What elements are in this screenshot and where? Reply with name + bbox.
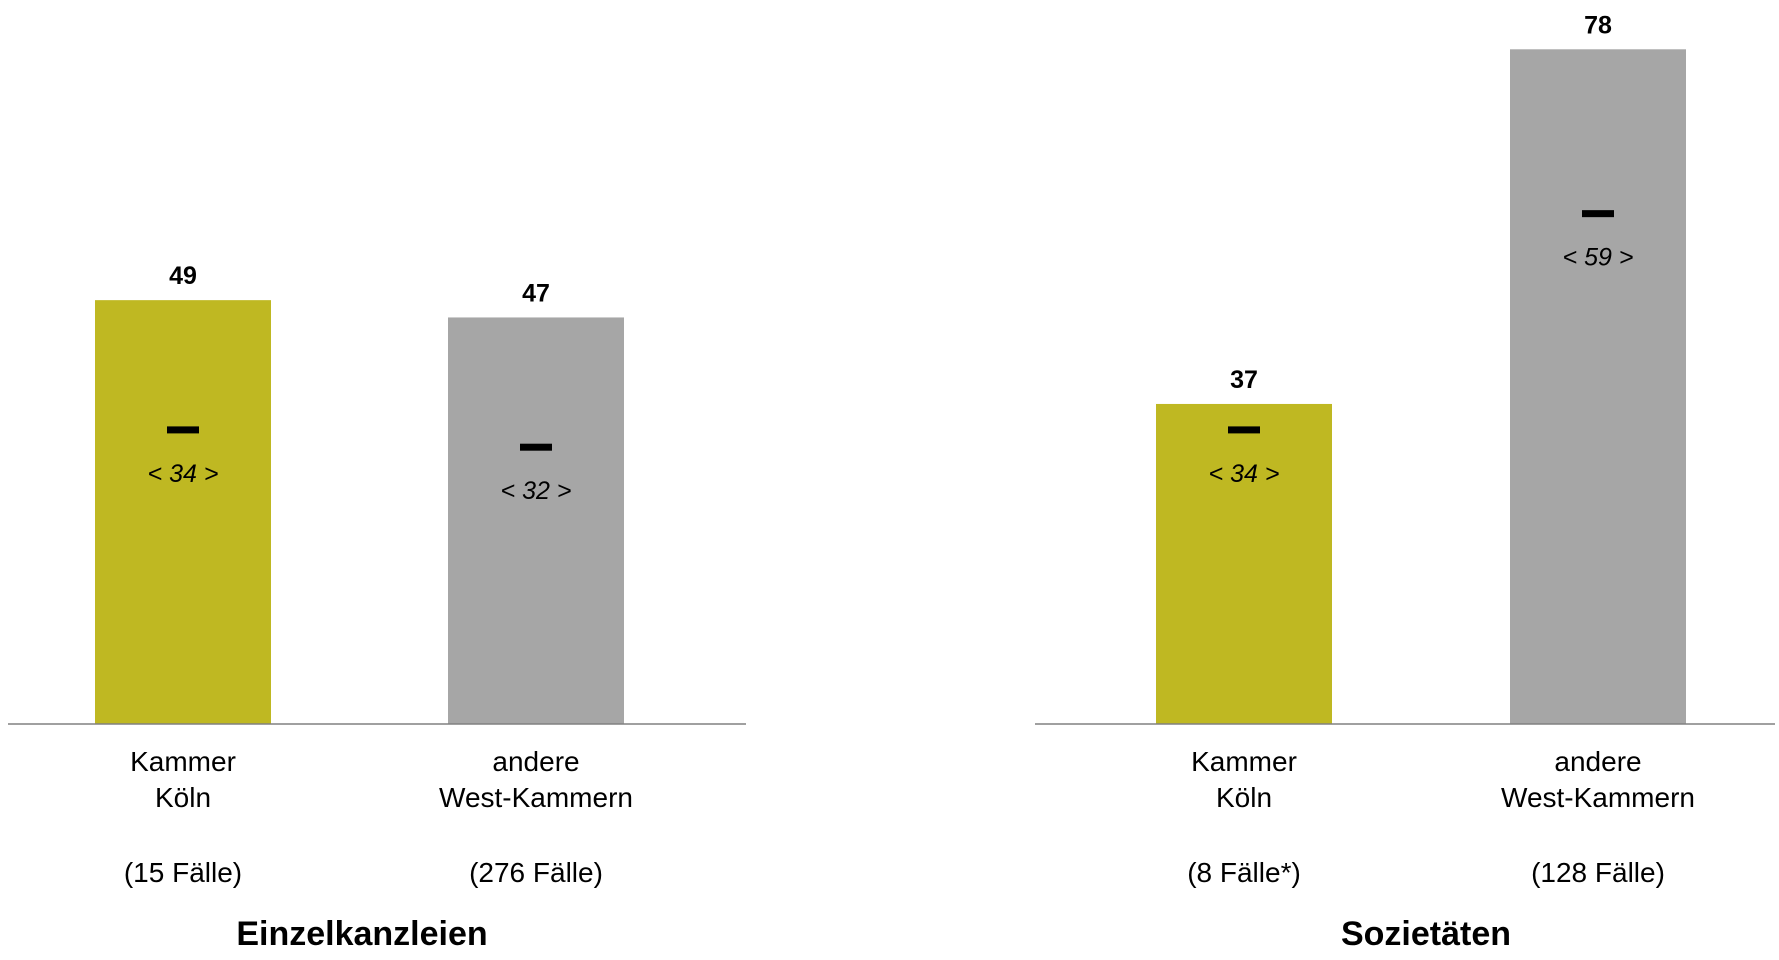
data-label: 47 xyxy=(522,279,550,307)
median-label: < 34 > xyxy=(1209,460,1280,488)
x-tick-label: Köln xyxy=(1216,782,1272,813)
x-tick-label: andere xyxy=(1554,746,1641,777)
x-tick-label: West-Kammern xyxy=(439,782,633,813)
data-label: 49 xyxy=(169,262,197,290)
median-marker xyxy=(520,443,552,451)
bar xyxy=(95,300,271,724)
case-count-label: (128 Fälle) xyxy=(1531,857,1665,888)
x-tick-label: Köln xyxy=(155,782,211,813)
bar xyxy=(1510,49,1686,725)
x-tick-label: West-Kammern xyxy=(1501,782,1695,813)
bar xyxy=(1156,403,1332,724)
data-label: 78 xyxy=(1584,11,1612,39)
x-tick-label: Kammer xyxy=(1191,746,1297,777)
x-tick-label: andere xyxy=(492,746,579,777)
x-tick-label: Kammer xyxy=(130,746,236,777)
data-label: 37 xyxy=(1230,366,1258,394)
case-count-label: (8 Fälle*) xyxy=(1187,857,1301,888)
group-title: Sozietäten xyxy=(1341,915,1511,953)
group-title: Einzelkanzleien xyxy=(236,915,487,953)
median-marker xyxy=(167,426,199,434)
median-label: < 34 > xyxy=(148,460,219,488)
case-count-label: (276 Fälle) xyxy=(469,857,603,888)
median-marker xyxy=(1582,210,1614,218)
median-marker xyxy=(1228,426,1260,434)
median-label: < 59 > xyxy=(1563,244,1634,272)
case-count-label: (15 Fälle) xyxy=(124,857,242,888)
median-label: < 32 > xyxy=(501,477,572,505)
bar xyxy=(448,317,624,724)
